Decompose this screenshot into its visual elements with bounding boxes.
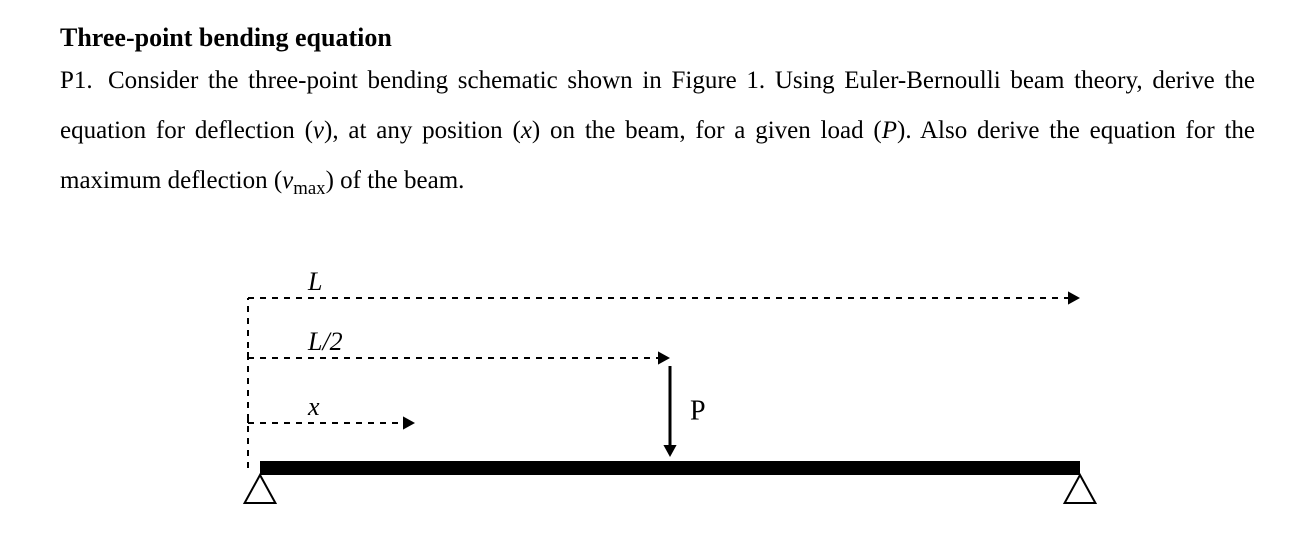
var-vmax-sub: max bbox=[293, 178, 325, 199]
var-x: x bbox=[521, 117, 532, 144]
figure: L L/2 x P bbox=[60, 268, 1260, 528]
text-run: ) of the beam. bbox=[326, 167, 465, 194]
svg-text:L/2: L/2 bbox=[307, 327, 343, 356]
beam-diagram: L L/2 x P bbox=[60, 268, 1260, 528]
section-heading: Three-point bending equation bbox=[60, 20, 1255, 56]
problem-paragraph: P1.Consider the three-point bending sche… bbox=[60, 56, 1255, 208]
problem-number: P1. bbox=[60, 56, 108, 106]
svg-text:L: L bbox=[307, 268, 322, 296]
svg-text:x: x bbox=[307, 392, 320, 421]
var-P: P bbox=[882, 117, 897, 144]
svg-text:P: P bbox=[690, 395, 706, 426]
text-run: ) on the beam, for a given load ( bbox=[532, 117, 882, 144]
text-run: ), at any position ( bbox=[324, 117, 521, 144]
var-v: v bbox=[313, 117, 324, 144]
var-vmax-v: v bbox=[282, 167, 293, 194]
